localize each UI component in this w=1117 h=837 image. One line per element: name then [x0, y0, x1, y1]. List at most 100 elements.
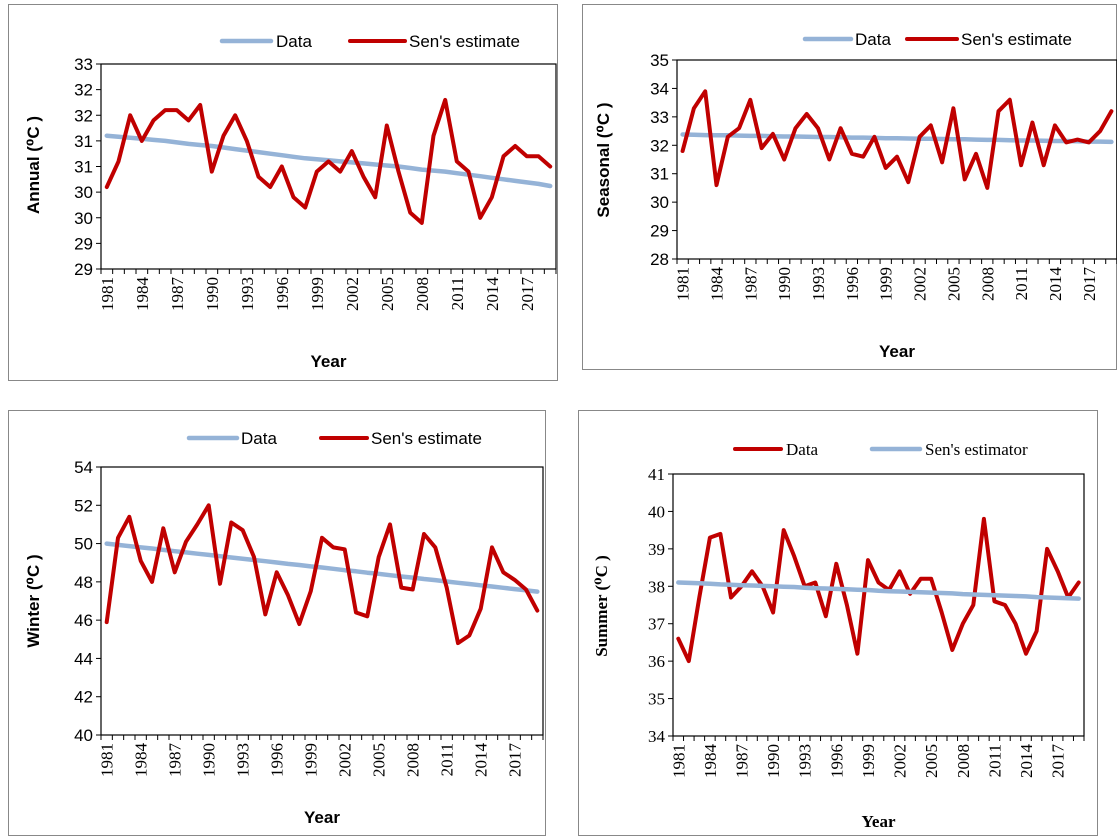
y-tick-label: 36: [648, 652, 665, 671]
x-tick-label: 1990: [200, 743, 219, 777]
x-tick-label: 2011: [438, 743, 457, 776]
x-tick-label: 2002: [891, 744, 910, 778]
y-tick-label: 35: [648, 690, 665, 709]
y-tick-label: 46: [74, 611, 93, 630]
x-axis-title: Year: [304, 808, 340, 827]
y-tick-label: 35: [650, 51, 669, 70]
x-tick-label: 1981: [98, 743, 117, 777]
x-tick-label: 1987: [168, 277, 187, 312]
x-tick-label: 2014: [1046, 267, 1065, 302]
y-tick-label: 32: [74, 106, 93, 125]
y-tick-label: 30: [650, 193, 669, 212]
chart-svg-annual: 29 29 30 30 31 31 32 32 33 1981 1984 1987 1990 1993 19…: [24, 32, 557, 371]
chart-panel-winter: 40 42 44 46 48 50 52 54 1981 1984 1987 1990 1993 1996…: [8, 410, 546, 836]
legend-label-2: Sen's estimate: [409, 32, 520, 51]
y-tick-label: 31: [74, 132, 93, 151]
chart-svg-seasonal: 28 29 30 31 32 33 34 35 1981 1984 1987 1990 1993 1996…: [594, 30, 1117, 361]
series-line-2: [676, 580, 1081, 601]
y-tick-label: 33: [74, 55, 93, 74]
y-tick-label: 40: [74, 726, 93, 745]
x-tick-label: 2017: [506, 743, 525, 778]
x-tick-label: 1984: [701, 744, 720, 779]
x-tick-label: 1990: [775, 267, 794, 301]
y-tick-label: 40: [648, 502, 665, 521]
series-line-2: [680, 89, 1114, 190]
y-tick-label: 52: [74, 496, 93, 515]
y-tick-label: 38: [648, 577, 665, 596]
legend-label-2: Sen's estimator: [925, 440, 1028, 459]
plot-frame: [672, 473, 1085, 737]
x-tick-label: 1981: [98, 277, 117, 311]
x-tick-label: 1999: [308, 277, 327, 311]
legend-label-2: Sen's estimate: [961, 30, 1072, 49]
y-tick-label: 30: [74, 209, 93, 228]
legend-label-2: Sen's estimate: [371, 429, 482, 448]
x-tick-label: 1984: [707, 267, 726, 302]
y-tick-label: 32: [74, 81, 93, 100]
x-tick-label: 2008: [954, 744, 973, 778]
x-tick-label: 2002: [911, 267, 930, 301]
y-tick-label: 44: [74, 649, 93, 668]
x-tick-label: 2008: [404, 743, 423, 777]
chart-svg-winter: 40 42 44 46 48 50 52 54 1981 1984 1987 1990 1993 1996…: [24, 429, 544, 827]
x-tick-label: 2002: [336, 743, 355, 777]
x-tick-label: 2005: [944, 267, 963, 301]
x-tick-label: 2008: [978, 267, 997, 301]
x-tick-label: 2017: [518, 277, 537, 312]
x-tick-label: 1993: [809, 267, 828, 301]
chart-panel-summer: 34 35 36 37 38 39 40 41 1981 1984 1987 1990 1993 1996…: [578, 410, 1098, 836]
legend-label-1: Data: [241, 429, 277, 448]
legend-label-1: Data: [855, 30, 891, 49]
x-tick-label: 1981: [674, 267, 693, 301]
x-tick-label: 2005: [922, 744, 941, 778]
chart-svg-summer: 34 35 36 37 38 39 40 41 1981 1984 1987 1990 1993 1996…: [592, 440, 1085, 831]
y-tick-label: 31: [74, 158, 93, 177]
x-axis-title: Year: [879, 342, 915, 361]
x-tick-label: 1993: [234, 743, 253, 777]
y-tick-label: 42: [74, 688, 93, 707]
y-tick-label: 29: [650, 222, 669, 241]
x-tick-label: 1996: [273, 277, 292, 311]
y-axis-title: Seasonal (⁰C ): [594, 102, 613, 217]
y-tick-label: 48: [74, 573, 93, 592]
y-tick-label: 29: [74, 260, 93, 279]
series-line-2: [104, 503, 540, 646]
chart-panel-annual: 29 29 30 30 31 31 32 32 33 1981 1984 1987 1990 1993 19…: [8, 4, 558, 381]
x-tick-label: 1996: [268, 743, 287, 777]
x-tick-label: 2005: [370, 743, 389, 777]
x-tick-label: 1984: [132, 743, 151, 778]
chart-panel-seasonal: 28 29 30 31 32 33 34 35 1981 1984 1987 1990 1993 1996…: [582, 4, 1117, 370]
series-line-1: [104, 541, 540, 594]
x-tick-label: 2014: [472, 743, 491, 778]
y-tick-label: 28: [650, 250, 669, 269]
y-tick-label: 31: [650, 165, 669, 184]
y-tick-label: 33: [650, 108, 669, 127]
x-tick-label: 1987: [733, 744, 752, 779]
x-tick-label: 1996: [843, 267, 862, 301]
plot-frame: [100, 466, 544, 736]
plot-frame: [676, 59, 1117, 260]
series-line-1: [680, 132, 1114, 145]
x-tick-label: 2017: [1049, 744, 1068, 779]
y-tick-label: 39: [648, 540, 665, 559]
y-tick-label: 41: [648, 465, 665, 484]
x-tick-label: 1990: [203, 277, 222, 311]
y-tick-label: 54: [74, 458, 93, 477]
y-axis-title: Summer (⁰C ): [592, 555, 611, 657]
x-tick-label: 2011: [985, 744, 1004, 777]
x-tick-label: 1996: [827, 744, 846, 778]
x-tick-label: 1999: [877, 267, 896, 301]
x-tick-label: 1987: [741, 267, 760, 302]
x-tick-label: 2011: [1012, 267, 1031, 300]
x-tick-label: 2014: [1017, 744, 1036, 779]
series-line-1: [676, 516, 1081, 664]
x-tick-label: 1990: [764, 744, 783, 778]
x-tick-label: 2008: [413, 277, 432, 311]
x-tick-label: 1993: [238, 277, 257, 311]
x-tick-label: 2011: [448, 277, 467, 310]
x-tick-label: 1999: [302, 743, 321, 777]
x-axis-title: Year: [311, 352, 347, 371]
x-tick-label: 2005: [378, 277, 397, 311]
y-axis-title: Winter (⁰C ): [24, 554, 43, 647]
x-tick-label: 1981: [669, 744, 688, 778]
